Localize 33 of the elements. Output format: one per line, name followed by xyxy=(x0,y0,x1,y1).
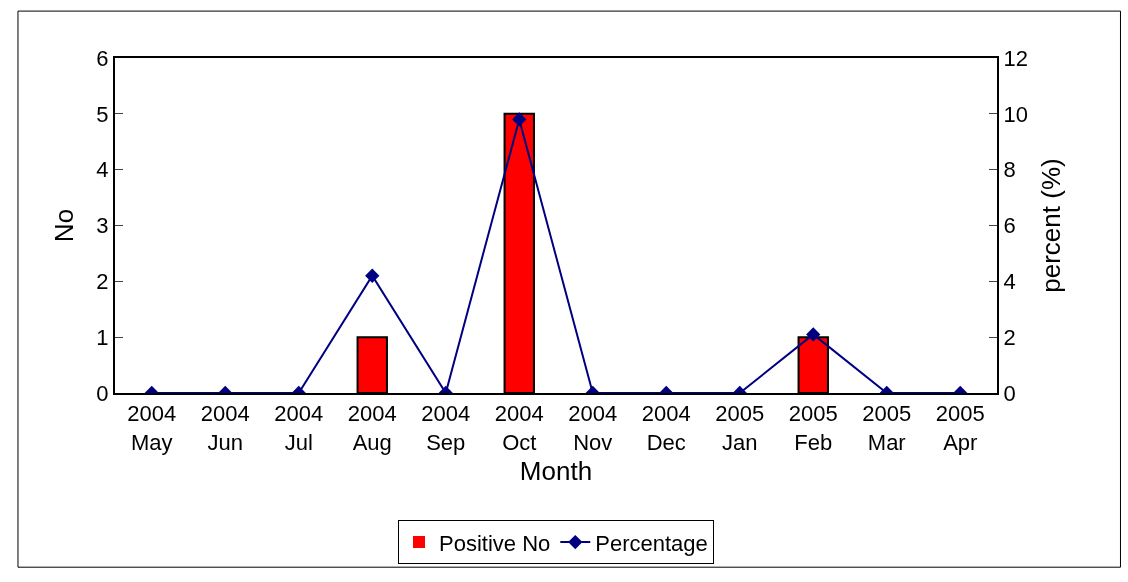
point xyxy=(365,268,380,283)
y-tick-label: 4 xyxy=(96,157,109,183)
x-tick-label: 2004 Oct xyxy=(494,401,544,455)
point xyxy=(512,112,527,127)
y-tick-label: 1 xyxy=(96,324,109,350)
x-tick-label: 2004 Jun xyxy=(200,401,250,455)
x-tick-label: 2004 Nov xyxy=(568,401,618,455)
y2-axis-title: percent (%) xyxy=(1036,158,1067,293)
x-axis-title: Month xyxy=(519,456,593,487)
x-tick-label: 2004 Jul xyxy=(274,401,324,455)
x-tick-label: 2004 Aug xyxy=(347,401,397,455)
y2-tick-label: 8 xyxy=(1003,157,1016,183)
y-tick-label: 5 xyxy=(96,101,109,127)
y2-tick-label: 2 xyxy=(1003,324,1016,350)
legend-label: Percentage xyxy=(595,530,708,556)
y2-tick-label: 6 xyxy=(1003,213,1016,239)
y-tick-label: 3 xyxy=(96,213,109,239)
x-tick-label: 2004 May xyxy=(127,401,177,455)
y-tick-label: 6 xyxy=(96,45,109,71)
x-tick-label: 2005 Mar xyxy=(862,401,912,455)
x-tick-label: 2005 Apr xyxy=(935,401,985,455)
y2-tick-label: 0 xyxy=(1003,380,1016,406)
y2-tick-label: 10 xyxy=(1003,101,1028,127)
y-tick-label: 0 xyxy=(96,380,109,406)
y-tick-label: 2 xyxy=(96,269,109,295)
y2-tick-label: 12 xyxy=(1003,45,1028,71)
x-tick-label: 2005 Feb xyxy=(788,401,838,455)
legend-label: Positive No xyxy=(439,530,551,556)
x-tick-label: 2004 Dec xyxy=(641,401,691,455)
x-tick-label: 2005 Jan xyxy=(715,401,765,455)
y2-tick-label: 4 xyxy=(1003,269,1016,295)
y-axis-title: No xyxy=(49,208,80,243)
x-tick-label: 2004 Sep xyxy=(421,401,471,455)
